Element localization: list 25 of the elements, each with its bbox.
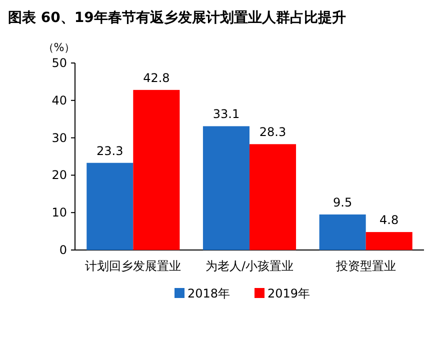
y-tick-label: 20 <box>52 168 67 182</box>
bar <box>202 126 250 250</box>
data-label: 33.1 <box>212 107 240 122</box>
data-label: 28.3 <box>259 125 286 140</box>
data-label: 4.8 <box>380 213 399 228</box>
y-tick-label: 40 <box>52 93 67 108</box>
x-tick-label: 投资型置业 <box>334 259 396 273</box>
data-label: 23.3 <box>96 144 124 158</box>
y-axis-title: （%） <box>42 41 76 54</box>
data-label: 9.5 <box>333 195 352 210</box>
data-label: 42.8 <box>143 70 170 85</box>
bar <box>366 232 412 250</box>
y-tick-label: 30 <box>52 130 67 145</box>
bar <box>250 144 296 250</box>
y-tick-label: 50 <box>52 56 67 70</box>
legend-label: 2018年 <box>188 286 230 300</box>
bar <box>86 162 134 250</box>
x-tick-label: 计划回乡发展置业 <box>85 259 182 273</box>
y-tick-label: 10 <box>52 206 67 220</box>
legend-label: 2019年 <box>268 286 310 300</box>
chart-title: 图表 60、19年春节有返乡发展计划置业人群占比提升 <box>8 9 346 26</box>
x-tick-label: 为老人/小孩置业 <box>205 259 294 273</box>
bar <box>133 90 180 250</box>
bar <box>319 214 366 250</box>
y-tick-label: 0 <box>59 243 67 257</box>
